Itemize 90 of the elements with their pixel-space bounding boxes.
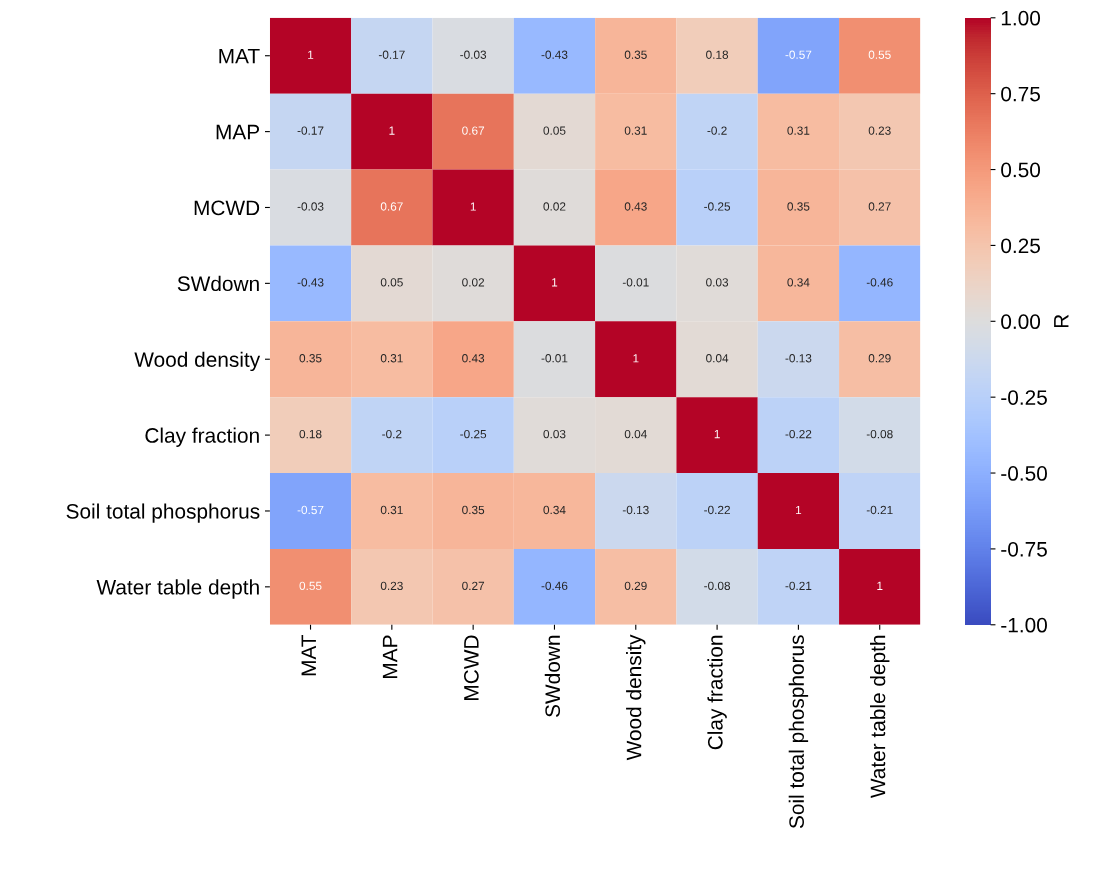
data-label: -0.46 bbox=[541, 581, 568, 591]
data-label: -0.22 bbox=[785, 429, 812, 439]
x-tick-label: MCWD bbox=[463, 635, 479, 700]
color-bar-label: 0.50 bbox=[1001, 162, 1041, 178]
y-tick-label: Soil total phosphorus bbox=[66, 503, 260, 523]
data-label: -0.22 bbox=[704, 505, 730, 515]
data-label: 0.35 bbox=[624, 50, 647, 59]
x-tick-label: Clay fraction bbox=[707, 635, 727, 750]
x-tick-label: MAT bbox=[301, 634, 316, 676]
x-tick-label: MAP bbox=[382, 635, 398, 678]
data-label: 1 bbox=[633, 354, 639, 363]
data-label: 0.05 bbox=[543, 126, 566, 135]
data-label: 0.23 bbox=[380, 581, 403, 591]
color-bar-label: -1.00 bbox=[1001, 617, 1047, 633]
color-bar-label: -0.50 bbox=[1001, 466, 1047, 481]
data-label: 1 bbox=[877, 581, 883, 590]
data-label: -0.43 bbox=[541, 50, 568, 59]
data-label: 0.35 bbox=[462, 505, 485, 515]
data-label: 0.05 bbox=[380, 278, 403, 287]
color-bar-label: -0.75 bbox=[1001, 541, 1047, 557]
data-label: 0.43 bbox=[624, 202, 647, 211]
data-label: 0.55 bbox=[299, 581, 322, 591]
data-label: 0.43 bbox=[462, 354, 485, 363]
y-tick-label: MAT bbox=[219, 48, 260, 64]
data-label: 0.34 bbox=[787, 278, 810, 287]
data-label: 0.31 bbox=[624, 126, 647, 135]
data-label: 1 bbox=[389, 126, 395, 135]
x-tick-label: Soil total phosphorus bbox=[788, 635, 809, 829]
data-label: -0.2 bbox=[382, 429, 402, 439]
data-label: 0.18 bbox=[299, 429, 322, 439]
color-bar-label: 1.00 bbox=[1001, 10, 1041, 26]
data-label: -0.25 bbox=[704, 202, 731, 211]
data-label: 0.27 bbox=[462, 581, 485, 591]
data-label: 1 bbox=[470, 202, 476, 211]
data-label: 0.35 bbox=[299, 354, 322, 363]
y-tick-label: Wood density bbox=[134, 351, 261, 372]
data-label: -0.43 bbox=[297, 278, 324, 287]
data-label: 0.03 bbox=[543, 429, 566, 439]
data-label: -0.2 bbox=[707, 126, 727, 135]
data-label: -0.21 bbox=[866, 505, 893, 515]
data-label: 0.31 bbox=[787, 126, 810, 135]
data-label: 0.02 bbox=[462, 278, 485, 287]
data-label: -0.57 bbox=[785, 50, 812, 59]
data-label: 0.31 bbox=[380, 505, 403, 515]
data-label: -0.08 bbox=[866, 429, 893, 439]
data-label: 1 bbox=[308, 50, 314, 59]
data-label: -0.46 bbox=[866, 278, 893, 287]
data-label: 0.29 bbox=[624, 581, 647, 591]
data-label: -0.03 bbox=[297, 202, 324, 211]
data-label: -0.25 bbox=[460, 429, 487, 439]
data-label: 0.18 bbox=[706, 50, 729, 59]
y-tick-label: MAP bbox=[216, 124, 260, 140]
data-label: -0.01 bbox=[622, 278, 649, 287]
data-label: 1 bbox=[796, 505, 802, 515]
data-label: -0.01 bbox=[541, 354, 568, 363]
data-label: 0.23 bbox=[868, 126, 891, 135]
x-tick-label: SWdown bbox=[544, 635, 561, 717]
data-label: -0.08 bbox=[704, 581, 731, 591]
y-tick-label: Clay fraction bbox=[145, 427, 259, 447]
data-label: 0.27 bbox=[868, 202, 891, 211]
data-label: -0.17 bbox=[297, 126, 324, 135]
data-label: 0.03 bbox=[706, 278, 729, 287]
data-label: -0.13 bbox=[622, 505, 649, 515]
data-label: 0.04 bbox=[624, 429, 647, 439]
data-label: 0.29 bbox=[868, 354, 891, 363]
x-tick-label: Water table depth bbox=[870, 635, 890, 799]
color-bar-label: 0.75 bbox=[1001, 86, 1040, 102]
color-bar-title: R bbox=[1054, 314, 1069, 328]
data-label: 0.04 bbox=[706, 354, 729, 363]
data-label: -0.21 bbox=[785, 581, 812, 591]
data-label: -0.13 bbox=[785, 354, 812, 363]
data-label: 1 bbox=[552, 278, 558, 287]
data-label: -0.57 bbox=[297, 505, 324, 515]
data-label: -0.17 bbox=[378, 50, 405, 59]
color-bar-label: 0.00 bbox=[1001, 314, 1041, 330]
data-label: 0.31 bbox=[380, 354, 403, 363]
data-label: 0.55 bbox=[868, 50, 891, 59]
color-bar-label: 0.25 bbox=[1001, 238, 1040, 254]
data-label: 0.35 bbox=[787, 202, 810, 211]
y-tick-label: MCWD bbox=[194, 200, 260, 216]
data-label: 0.02 bbox=[543, 202, 566, 211]
data-label: 0.34 bbox=[543, 505, 566, 515]
y-tick-label: SWdown bbox=[177, 275, 259, 292]
data-label: 0.67 bbox=[462, 126, 485, 135]
data-label: 1 bbox=[714, 430, 720, 439]
x-tick-label: Wood density bbox=[626, 634, 646, 761]
y-tick-label: Water table depth bbox=[96, 579, 259, 599]
color-bar-label: -0.25 bbox=[1001, 390, 1047, 405]
data-label: -0.03 bbox=[460, 50, 487, 59]
data-label: 0.67 bbox=[380, 202, 403, 211]
